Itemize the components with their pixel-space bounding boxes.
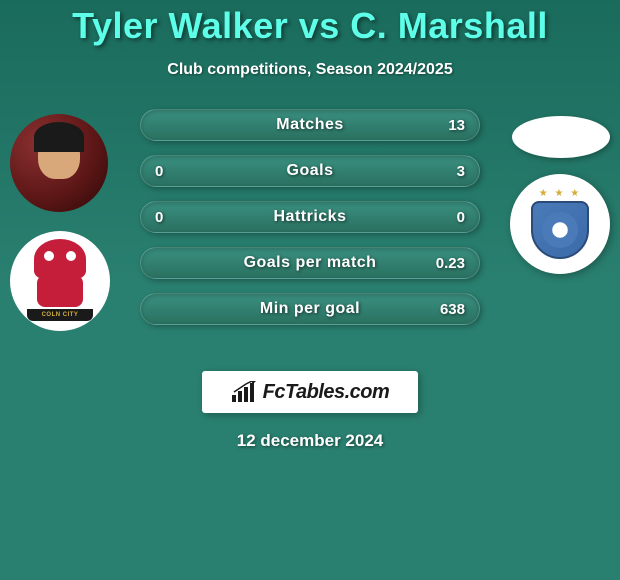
stat-left-value: 0 bbox=[155, 163, 163, 180]
club-right-stars: ★ ★ ★ bbox=[529, 188, 591, 199]
stat-label: Goals bbox=[287, 162, 334, 180]
club-right-emblem: ★ ★ ★ bbox=[529, 188, 591, 260]
stat-label: Hattricks bbox=[274, 208, 347, 226]
club-left-emblem: COLN CITY bbox=[22, 239, 98, 323]
stat-right-value: 3 bbox=[457, 163, 465, 180]
club-right-shield bbox=[531, 201, 589, 259]
club-right-badge: ★ ★ ★ bbox=[510, 174, 610, 274]
stat-row-goals-per-match: Goals per match 0.23 bbox=[140, 247, 480, 279]
season-subtitle: Club competitions, Season 2024/2025 bbox=[0, 61, 620, 79]
stat-right-value: 0.23 bbox=[436, 255, 465, 272]
club-left-figure-head bbox=[34, 239, 86, 279]
stat-label: Min per goal bbox=[260, 300, 360, 318]
comparison-title: Tyler Walker vs C. Marshall bbox=[0, 0, 620, 47]
stat-row-min-per-goal: Min per goal 638 bbox=[140, 293, 480, 325]
stat-row-hattricks: 0 Hattricks 0 bbox=[140, 201, 480, 233]
stat-right-value: 0 bbox=[457, 209, 465, 226]
stat-right-value: 638 bbox=[440, 301, 465, 318]
date-label: 12 december 2024 bbox=[0, 431, 620, 451]
chart-icon bbox=[231, 381, 257, 403]
branding-box[interactable]: FcTables.com bbox=[202, 371, 418, 413]
player-left-avatar bbox=[10, 114, 108, 212]
stat-left-value: 0 bbox=[155, 209, 163, 226]
branding-text: FcTables.com bbox=[263, 381, 390, 404]
player-right-placeholder bbox=[512, 116, 610, 158]
stat-row-matches: Matches 13 bbox=[140, 109, 480, 141]
stats-container: Matches 13 0 Goals 3 0 Hattricks 0 Goals… bbox=[140, 109, 480, 339]
club-left-name-band: COLN CITY bbox=[27, 309, 93, 321]
club-left-figure-body bbox=[37, 275, 83, 307]
stat-label: Matches bbox=[276, 116, 344, 134]
stat-right-value: 13 bbox=[448, 117, 465, 134]
content-area: COLN CITY ★ ★ ★ Matches 13 0 Goals 3 0 H… bbox=[0, 109, 620, 349]
club-left-badge: COLN CITY bbox=[10, 231, 110, 331]
stat-row-goals: 0 Goals 3 bbox=[140, 155, 480, 187]
stat-label: Goals per match bbox=[244, 254, 377, 272]
